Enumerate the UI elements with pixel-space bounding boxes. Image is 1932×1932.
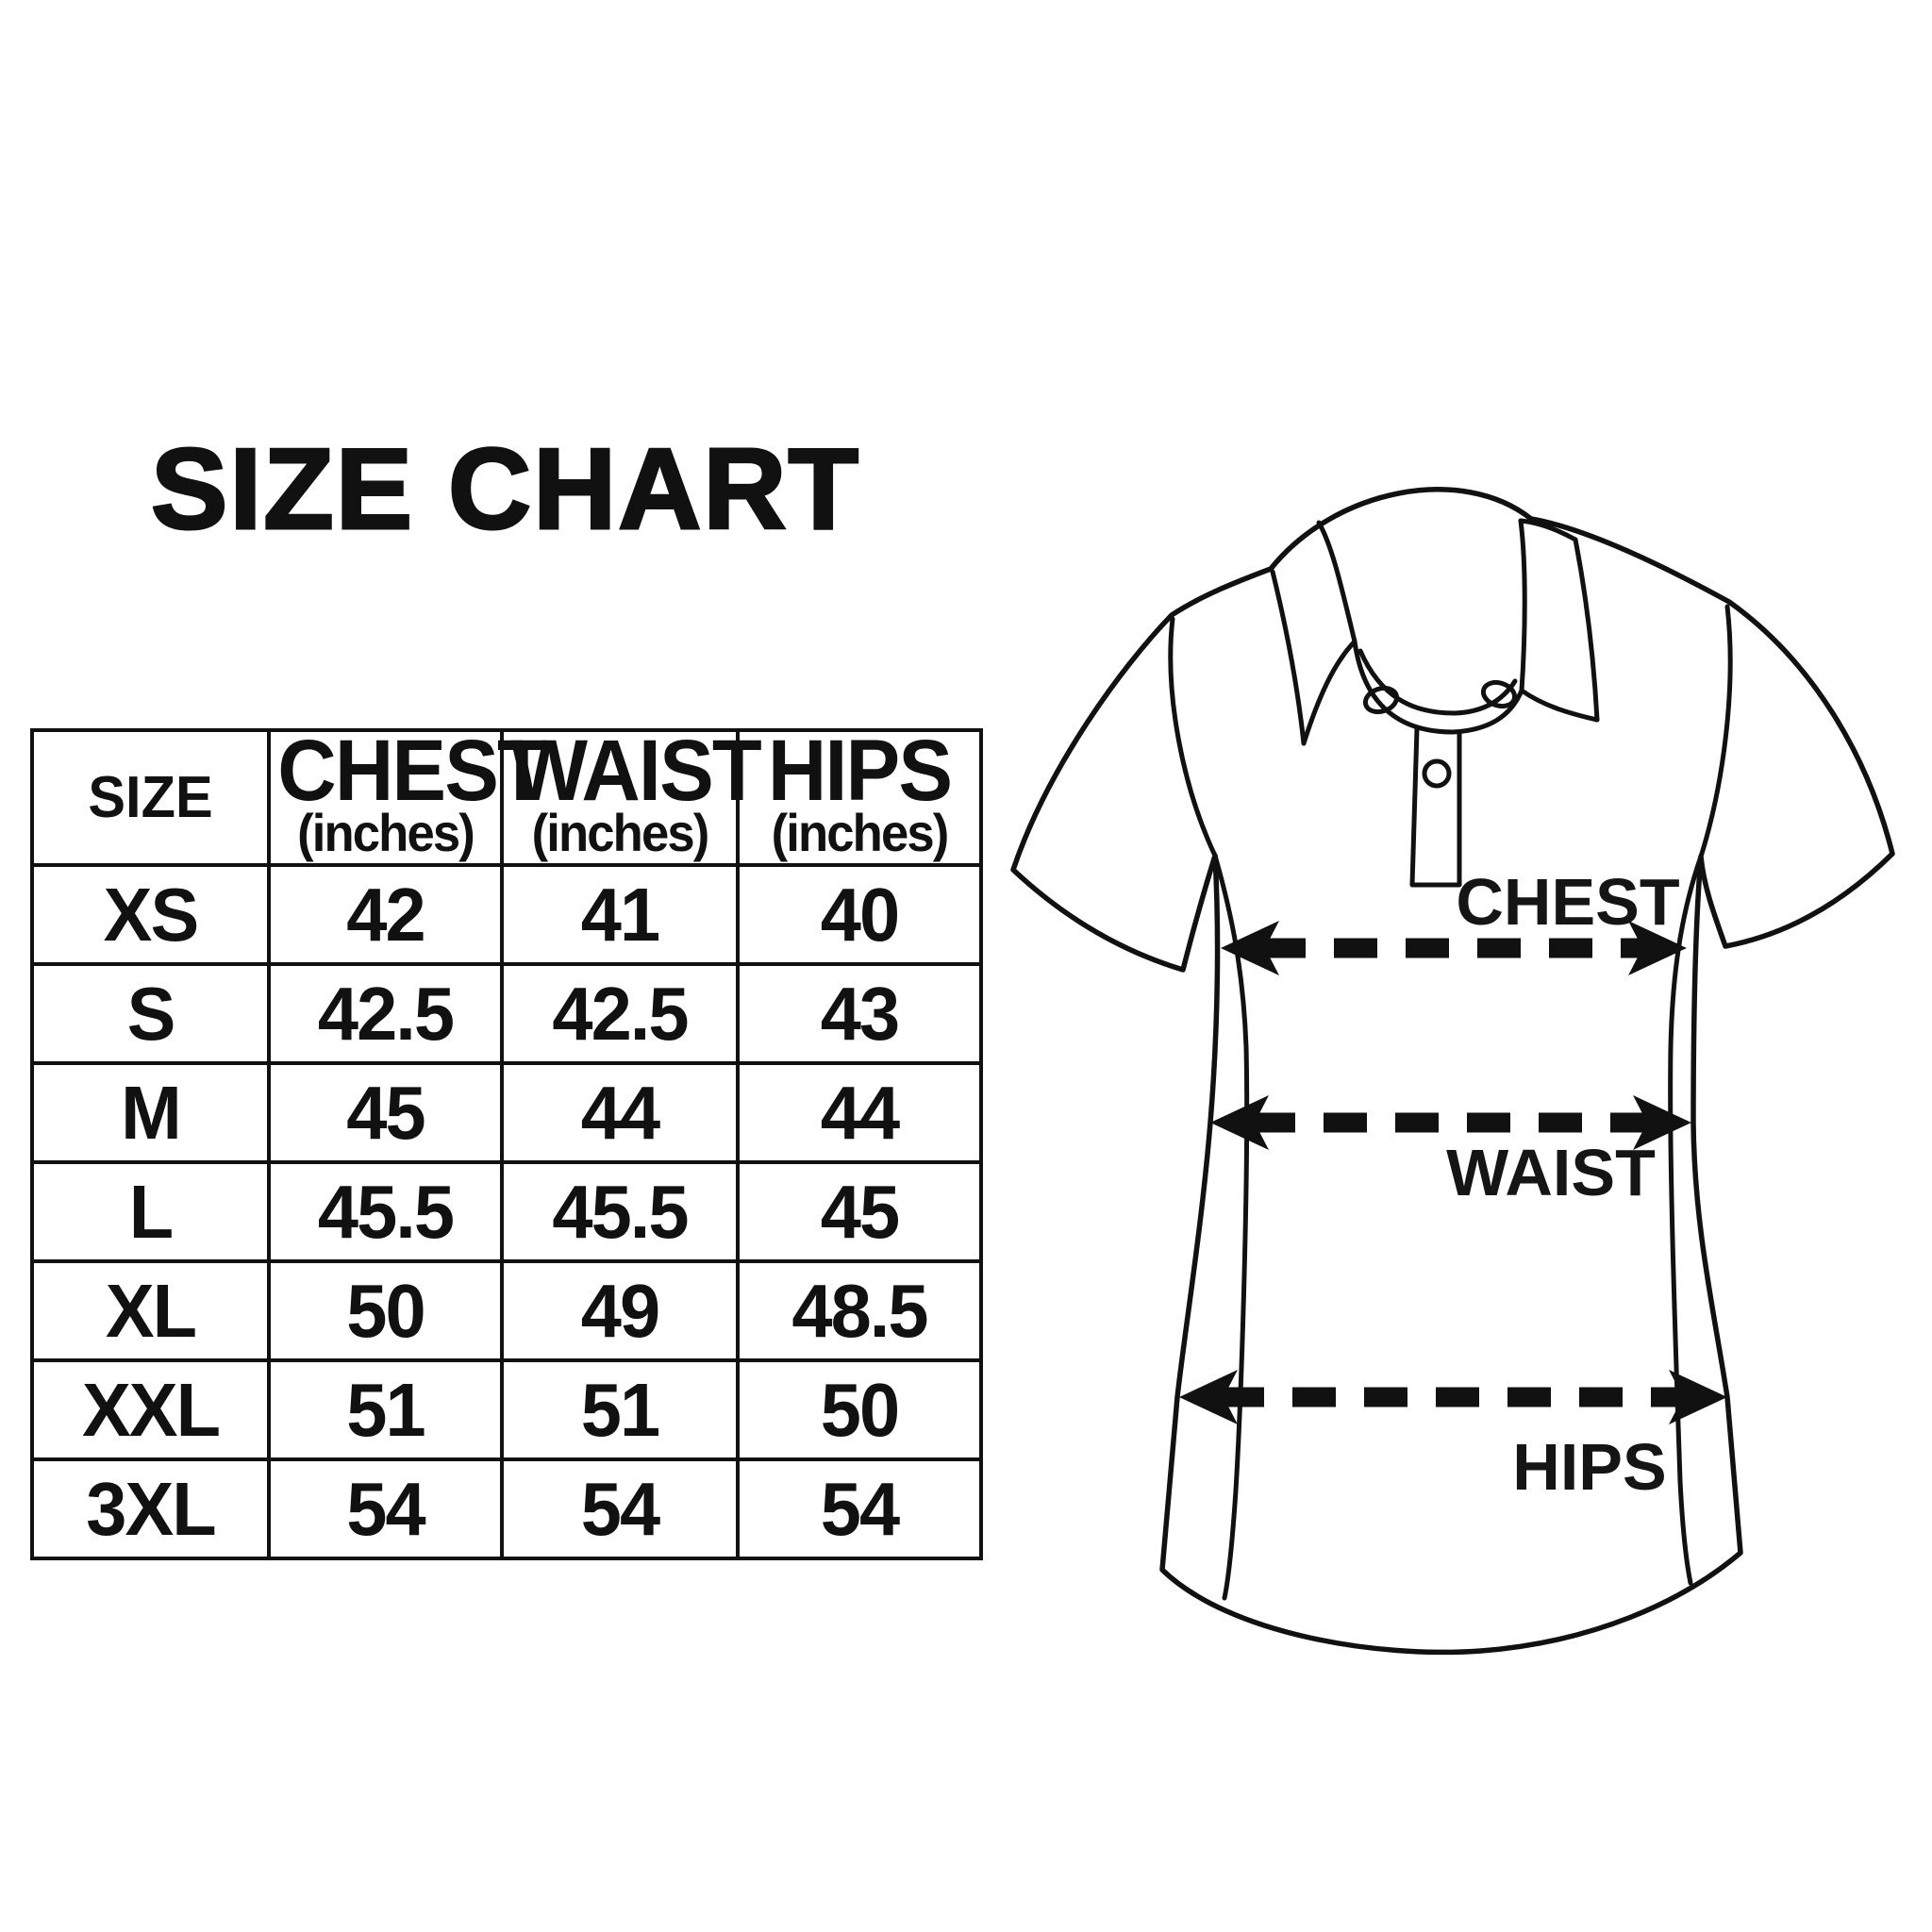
hips-value: 44 (820, 1070, 900, 1155)
collar (1270, 518, 1600, 746)
shirt-body-outline (1010, 487, 1895, 1656)
waist-value: 41 (580, 872, 660, 957)
header-hips: HIPS (inches) (736, 722, 983, 867)
hips-value: 48.5 (791, 1268, 928, 1353)
left-collar-fold (1316, 520, 1357, 644)
waist-value: 51 (580, 1367, 660, 1452)
size-value: L (128, 1169, 174, 1254)
table-row: 3XL 54 54 54 (30, 1457, 983, 1560)
hips-label: HIPS (1512, 1430, 1666, 1504)
chest-value: 45 (346, 1070, 425, 1155)
size-value: XS (103, 872, 200, 957)
right-collar-top-edge (1518, 518, 1578, 542)
table-row: S 42.5 42.5 43 (30, 962, 983, 1065)
collar-snap-right-icon (1480, 679, 1518, 709)
size-table: SIZE CHEST (inches) WAIST (inches) HIPS … (30, 722, 983, 1560)
right-armhole-seam (1698, 604, 1733, 859)
chest-value: 42 (346, 872, 425, 957)
right-collar-outer-edge (1573, 537, 1600, 723)
hips-value: 50 (820, 1367, 900, 1452)
chest-value: 50 (346, 1268, 425, 1353)
collar-snap-left-icon (1362, 685, 1400, 715)
size-value: XL (105, 1268, 197, 1353)
size-value: 3XL (86, 1466, 216, 1551)
waist-value: 54 (580, 1466, 660, 1551)
hips-value: 43 (820, 971, 900, 1056)
header-chest-label: CHEST (277, 722, 547, 819)
right-collar-fold (1518, 518, 1527, 693)
table-row: XL 50 49 48.5 (30, 1259, 983, 1362)
neckband-top-edge (1357, 648, 1518, 716)
chest-value: 45.5 (317, 1169, 455, 1254)
waist-value: 49 (580, 1268, 660, 1353)
table-row: XS 42 41 40 (30, 863, 983, 966)
left-lapel-outer-edge (1270, 569, 1307, 746)
header-hips-label: HIPS (767, 722, 953, 819)
size-value: S (126, 971, 176, 1056)
table-row: M 45 44 44 (30, 1061, 983, 1164)
chest-value: 42.5 (317, 971, 455, 1056)
chest-label: CHEST (1456, 865, 1679, 939)
chest-measure-arrow-icon (1221, 921, 1687, 975)
hips-measure-arrow-icon (1179, 1370, 1727, 1424)
hips-value: 54 (820, 1466, 900, 1551)
header-size: SIZE (30, 728, 271, 867)
size-value: XXL (81, 1367, 221, 1452)
size-value: M (121, 1070, 182, 1155)
waist-value: 44 (580, 1070, 660, 1155)
page-title: SIZE CHART (150, 424, 860, 555)
table-row: XXL 51 51 50 (30, 1358, 983, 1461)
left-lapel-inner-edge (1301, 639, 1357, 746)
table-header-row: SIZE CHEST (inches) WAIST (inches) HIPS … (30, 722, 983, 867)
placket (1409, 725, 1462, 888)
table-row: L 45.5 45.5 45 (30, 1160, 983, 1263)
polo-shirt-svg: CHEST WAIST HIPS (1010, 487, 1895, 1656)
header-waist: WAIST (inches) (500, 722, 762, 867)
header-hips-unit: (inches) (771, 803, 950, 863)
chest-value: 51 (346, 1367, 425, 1452)
waist-value: 42.5 (552, 971, 689, 1056)
hips-value: 40 (820, 872, 900, 957)
header-waist-unit: (inches) (531, 803, 710, 863)
header-size-label: SIZE (88, 765, 213, 830)
left-armhole-seam (1168, 616, 1218, 858)
placket-button-icon (1422, 758, 1452, 789)
polo-shirt-illustration: CHEST WAIST HIPS (981, 434, 1924, 1707)
header-chest: CHEST (inches) (267, 722, 547, 867)
header-waist-label: WAIST (510, 722, 761, 819)
header-chest-unit: (inches) (297, 803, 475, 863)
neckband-bottom-edge (1352, 639, 1524, 735)
hips-value: 45 (820, 1169, 900, 1254)
waist-value: 45.5 (552, 1169, 689, 1254)
waist-measure-arrow-icon (1210, 1095, 1691, 1150)
right-collar-bottom-edge (1519, 688, 1600, 723)
waist-label: WAIST (1446, 1136, 1656, 1209)
chest-value: 54 (346, 1466, 425, 1551)
